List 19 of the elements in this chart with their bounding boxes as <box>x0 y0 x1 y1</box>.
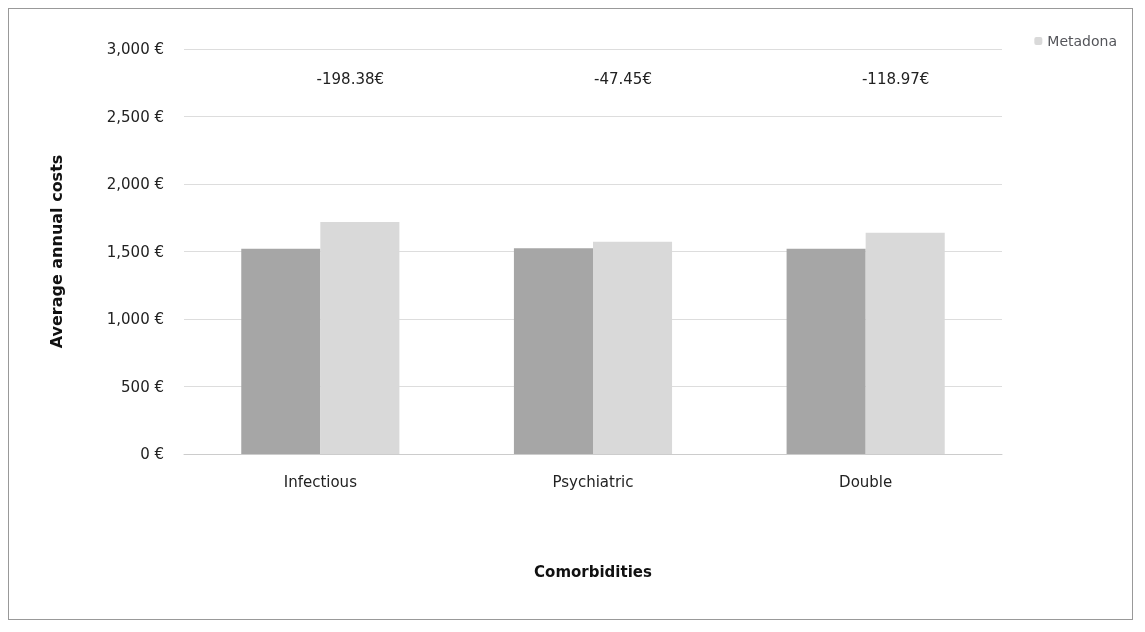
y-tick-label: 2,500 € <box>106 107 164 126</box>
bar <box>786 248 866 454</box>
y-tick-label: 1,000 € <box>106 310 164 328</box>
y-tick-label: 0 € <box>140 445 164 463</box>
bar <box>513 248 593 454</box>
y-tick-label: 1,500 € <box>106 242 164 261</box>
annotation: -118.97€ <box>861 69 930 88</box>
x-axis-title: Comorbidities <box>534 562 652 581</box>
y-tick-label: 2,000 € <box>106 175 164 193</box>
annotation: -198.38€ <box>316 69 385 88</box>
bar <box>241 248 321 454</box>
x-tick-label: Double <box>839 472 893 491</box>
x-tick-label: Psychiatric <box>552 472 634 491</box>
x-tick-label: Infectious <box>283 472 358 491</box>
y-axis-title: Average annual costs <box>46 154 66 349</box>
y-tick-label: 500 € <box>121 377 164 396</box>
y-tick-label: 3,000 € <box>106 40 164 58</box>
legend-label: Metadona <box>1047 33 1118 49</box>
annotation: -47.45€ <box>594 69 652 88</box>
